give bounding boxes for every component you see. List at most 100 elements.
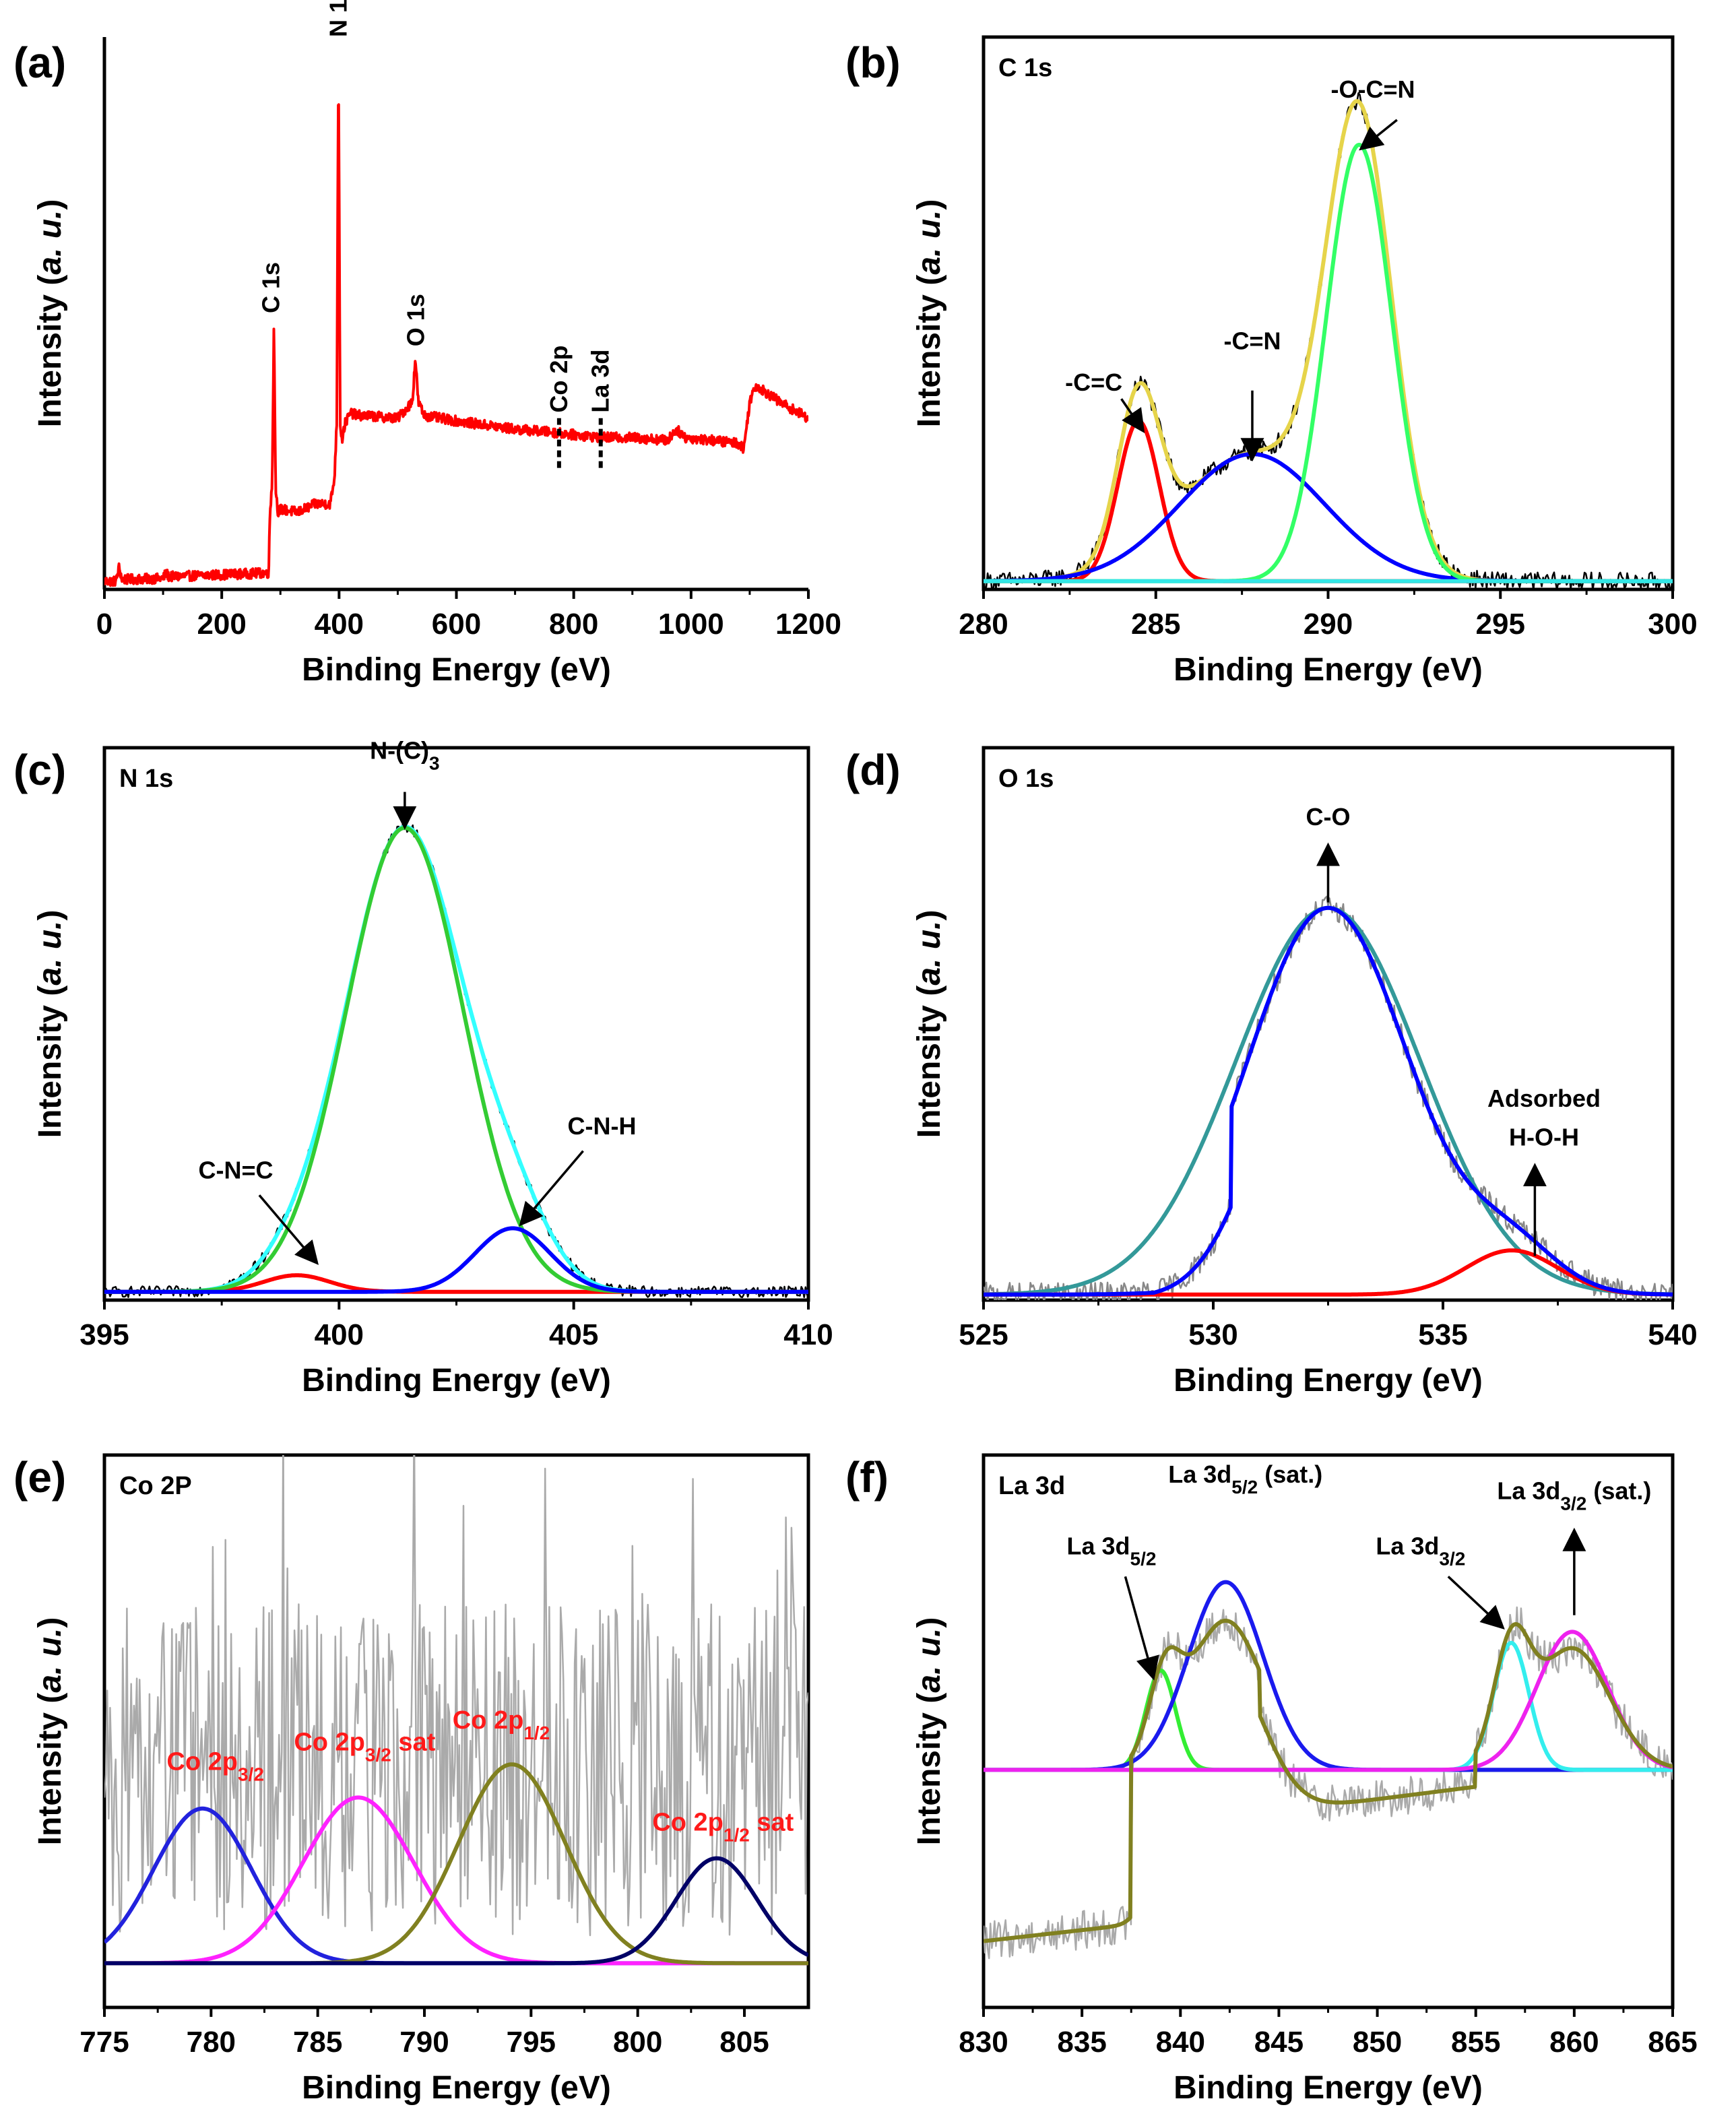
plot-frame (102, 746, 810, 1302)
panel-a: (a) 0 200 400 600 800 1000 1200 Binding Energy (… (13, 0, 841, 688)
plot-area (984, 92, 1673, 589)
panel-title: C 1s (998, 54, 1052, 82)
series-la-3d3-2 (984, 1640, 1673, 1772)
x-tick-label: 530 (1188, 1318, 1237, 1351)
peak-label: La 3d3/2 (sat.) (1497, 1477, 1651, 1514)
peak-label: Co 2p3/2 (166, 1747, 264, 1784)
series-raw (104, 1455, 808, 1937)
series-c-n-h (104, 1226, 808, 1294)
x-axis-label: Binding Energy (eV) (302, 652, 611, 688)
x-tick-label: 805 (719, 2026, 769, 2059)
x-tick-label: 300 (1648, 608, 1697, 641)
y-axis-label: Intensity (a. u.) (911, 199, 947, 428)
panel-label: (a) (13, 38, 66, 87)
peak-label: C-N=C (199, 1157, 274, 1184)
x-tick-label: 840 (1156, 2026, 1205, 2059)
x-tick-label: 780 (187, 2026, 236, 2059)
x-tick-label: 785 (293, 2026, 342, 2059)
peak-label: La 3d5/2 (sat.) (1168, 1460, 1322, 1497)
x-tick-label: 830 (959, 2026, 1008, 2059)
peak-label: H-O-H (1509, 1123, 1579, 1151)
x-tick-label: 600 (432, 608, 481, 641)
panel-label: (d) (845, 746, 901, 794)
x-tick-label: 775 (79, 2026, 129, 2059)
plot-area (104, 823, 808, 1299)
x-tick-label: 395 (79, 1318, 129, 1351)
plot-area (104, 103, 808, 587)
series-la-3d5-2-sat- (984, 1580, 1673, 1772)
peak-label: La 3d5/2 (1067, 1533, 1157, 1570)
panel-title: N 1s (119, 765, 173, 793)
x-tick-label: 0 (96, 608, 112, 641)
panel-c: (c) 395 400 405 410 Binding Energy (eV) Intens… (13, 736, 833, 1398)
series-survey (104, 103, 808, 587)
annotation-arrow (258, 1194, 319, 1265)
x-tick-label: 850 (1353, 2026, 1402, 2059)
annotation-arrow (519, 1150, 584, 1227)
plot-area (984, 1580, 1673, 1960)
x-tick-label: 790 (399, 2026, 449, 2059)
x-axis-label: Binding Energy (eV) (1174, 652, 1483, 688)
series-raw (104, 823, 808, 1299)
y-axis-label: Intensity (a. u.) (32, 1617, 68, 1846)
x-tick-label: 865 (1648, 2026, 1697, 2059)
y-axis-label: Intensity (a. u.) (911, 1617, 947, 1846)
series-la-3d3-2-sat- (984, 1630, 1673, 1772)
series-co-2p1-2-sat (104, 1856, 808, 1966)
x-tick-label: 835 (1057, 2026, 1106, 2059)
x-axis-label: Binding Energy (eV) (302, 1363, 611, 1398)
series-raw (984, 1606, 1673, 1960)
panel-f: (f) 830 835 840 845 850 855 860 865 Binding Energ… (845, 1453, 1698, 2106)
x-tick-label: 845 (1254, 2026, 1304, 2059)
peak-label: Adsorbed (1487, 1085, 1601, 1112)
x-axis-label: Binding Energy (eV) (302, 2070, 611, 2106)
x-tick-label: 1000 (658, 608, 724, 641)
plot-area (984, 895, 1673, 1300)
peak-label: Co 2p1/2 (453, 1706, 550, 1743)
peak-label: Co 2p (545, 346, 573, 413)
series-envelope (104, 825, 808, 1294)
series-envelope (984, 1618, 1673, 1943)
x-tick-label: 855 (1451, 2026, 1500, 2059)
series-raw (984, 92, 1673, 589)
annotation-arrow (1447, 1576, 1505, 1630)
peak-label: -C=C (1065, 368, 1122, 396)
peak-label: Co 2p1/2 sat (652, 1809, 794, 1846)
x-tick-label: 860 (1549, 2026, 1599, 2059)
peak-label: La 3d3/2 (1376, 1533, 1465, 1570)
annotation-arrow (1120, 398, 1145, 433)
x-tick-label: 280 (959, 608, 1008, 641)
panel-label: (b) (845, 38, 901, 87)
x-axis-label: Binding Energy (eV) (1174, 1363, 1483, 1398)
annotation-arrow (1124, 1576, 1159, 1681)
peak-label: C-N-H (567, 1112, 636, 1140)
y-axis-label: Intensity (a. u.) (32, 910, 68, 1138)
x-tick-label: 405 (549, 1318, 598, 1351)
plot-frame (102, 1453, 810, 2009)
panel-e: (e) 775 780 785 790 795 800 805 Binding Energy (… (13, 1453, 810, 2106)
peak-label: N-(C)3 (370, 736, 440, 773)
x-tick-label: 540 (1648, 1318, 1697, 1351)
panel-b: (b) 280 285 290 295 300 Binding Energy (eV) Int… (845, 35, 1698, 688)
x-tick-label: 295 (1476, 608, 1525, 641)
x-tick-label: 285 (1131, 608, 1180, 641)
panel-title: La 3d (998, 1472, 1065, 1500)
panel-label: (e) (13, 1453, 66, 1502)
x-tick-label: 795 (507, 2026, 556, 2059)
peak-label: C-O (1306, 803, 1351, 831)
panel-title: O 1s (998, 765, 1054, 793)
plot-frame (982, 746, 1675, 1302)
plot-area (104, 1455, 808, 1966)
peak-label: -O-C=N (1330, 75, 1415, 103)
series-envelope (984, 905, 1673, 1297)
y-axis-label: Intensity (a. u.) (32, 199, 68, 428)
peak-label: N 1s (324, 0, 352, 37)
panel-d: (d) 525 530 535 540 Binding Energy (eV) Intens… (845, 746, 1698, 1398)
x-tick-label: 800 (549, 608, 598, 641)
x-tick-label: 525 (959, 1318, 1008, 1351)
x-tick-label: 200 (197, 608, 246, 641)
peak-label: -C=N (1223, 327, 1281, 354)
y-axis-label: Intensity (a. u.) (911, 910, 947, 1138)
x-tick-label: 535 (1418, 1318, 1467, 1351)
